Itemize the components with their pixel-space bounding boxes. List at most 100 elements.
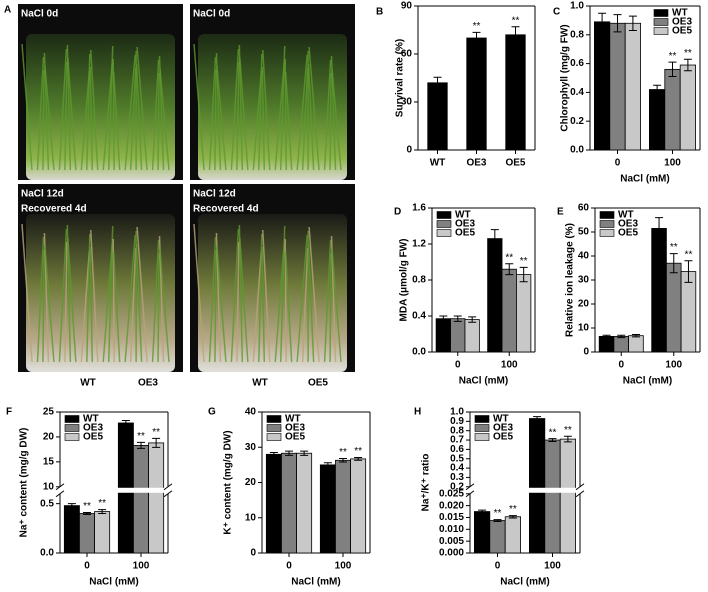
legend-swatch: [266, 415, 282, 423]
legend-swatch: [436, 220, 452, 228]
y-tick-label: 50: [578, 227, 590, 238]
legend-label: WT: [493, 414, 509, 425]
bar: [281, 452, 297, 554]
plant-leaf: [308, 46, 320, 171]
plant-leaf: [90, 49, 99, 171]
y-tick-label: 60: [401, 49, 413, 60]
bar: [613, 335, 630, 353]
plant-leaf: [102, 242, 113, 363]
y-tick-label: 10: [43, 481, 55, 492]
plant-leaf: [67, 57, 77, 171]
legend-label: WT: [618, 210, 634, 221]
y-tick-label: 30: [245, 442, 257, 453]
plant-leaf: [129, 67, 137, 171]
y-tick-label: 0.9: [450, 416, 464, 427]
plant-leaf: [261, 66, 266, 171]
bar: [666, 262, 682, 353]
break-mark: [465, 490, 475, 498]
legend-label: WT: [672, 8, 688, 19]
x-tick-label: 100: [665, 360, 682, 371]
plant-leaf: [323, 239, 332, 363]
plant-leaf: [80, 250, 91, 363]
y-tick-label: 20: [245, 477, 257, 488]
legend-label: OE5: [285, 432, 305, 443]
genotype-label: WT: [252, 378, 268, 389]
significance: **: [98, 498, 106, 509]
plant-leaf: [44, 65, 55, 171]
photo-caption: Recovered 4d: [21, 204, 87, 215]
y-tick-label: 20: [578, 299, 590, 310]
bar: [628, 335, 644, 353]
legend-swatch: [599, 229, 615, 237]
plant-leaf: [86, 233, 91, 363]
panel-label: D: [394, 207, 401, 218]
y-tick-label: 0.3: [450, 472, 464, 483]
bar: [427, 82, 448, 151]
plant-leaf: [102, 62, 113, 171]
plant-area: [198, 34, 347, 180]
error-bar: [598, 12, 607, 31]
bar: [450, 318, 466, 353]
plant-leaf: [236, 241, 240, 363]
significance: **: [670, 242, 678, 253]
x-tick-label: 0: [495, 561, 501, 572]
y-tick-label: 40: [578, 251, 590, 262]
error-bar: [653, 84, 662, 95]
x-tick-label: 100: [335, 561, 352, 572]
y-tick-label: 0.025: [439, 488, 464, 499]
plant-leaf: [214, 249, 217, 363]
plant-leaf: [230, 228, 240, 363]
y-tick-label: 60: [578, 203, 590, 214]
bar: [529, 418, 546, 554]
plant-leaf: [64, 61, 68, 171]
error-bar: [323, 462, 332, 468]
legend-swatch: [266, 433, 282, 441]
y-tick-label: 0.4: [570, 87, 584, 98]
bar: [559, 438, 577, 554]
error-bar: [67, 503, 76, 509]
plant-leaf: [135, 243, 143, 363]
plant-leaf: [136, 226, 148, 363]
plant-area: [26, 34, 175, 180]
plant-leaf: [21, 223, 33, 363]
plant-leaf: [252, 70, 263, 171]
bar: [350, 458, 367, 554]
x-tick-label: 100: [133, 561, 150, 572]
legend-label: WT: [83, 414, 99, 425]
significance: **: [509, 504, 517, 515]
x-tick-label: 100: [664, 158, 681, 169]
plant-leaf: [124, 54, 136, 171]
y-tick-label: 0.0: [40, 548, 54, 559]
error-bar: [121, 419, 130, 426]
photo-caption: Recovered 4d: [193, 204, 259, 215]
plant-leaf: [296, 54, 308, 171]
error-bar: [548, 438, 557, 442]
plant-leaf: [329, 252, 332, 363]
plant-leaf: [64, 241, 68, 363]
plant-leaf: [151, 59, 160, 171]
plant-leaf: [107, 45, 114, 171]
y-tick-label: 1.2: [412, 239, 426, 250]
break-mark: [55, 490, 65, 498]
y-tick-label: 0.4: [450, 463, 464, 474]
panel-label: H: [414, 407, 421, 418]
plant-leaf: [136, 46, 148, 171]
error-bar: [493, 519, 502, 522]
error-bar: [439, 315, 448, 322]
y-axis-label: K⁺ content (mg/g DW): [223, 430, 234, 534]
plant-leaf: [44, 245, 55, 363]
plant-leaf: [159, 248, 170, 363]
plant-leaf: [208, 56, 217, 171]
bar: [94, 511, 111, 554]
significance: **: [83, 501, 91, 512]
y-tick-label: 25: [43, 407, 55, 418]
y-tick-label: 1.0: [570, 1, 584, 12]
legend-label: OE5: [672, 26, 692, 37]
y-tick-label: 1.0: [450, 407, 464, 418]
plant-leaf: [58, 228, 68, 363]
legend-swatch: [64, 415, 80, 423]
significance: **: [152, 427, 160, 438]
y-tick-label: 0.7: [450, 435, 464, 446]
plant-leaf: [193, 223, 205, 363]
